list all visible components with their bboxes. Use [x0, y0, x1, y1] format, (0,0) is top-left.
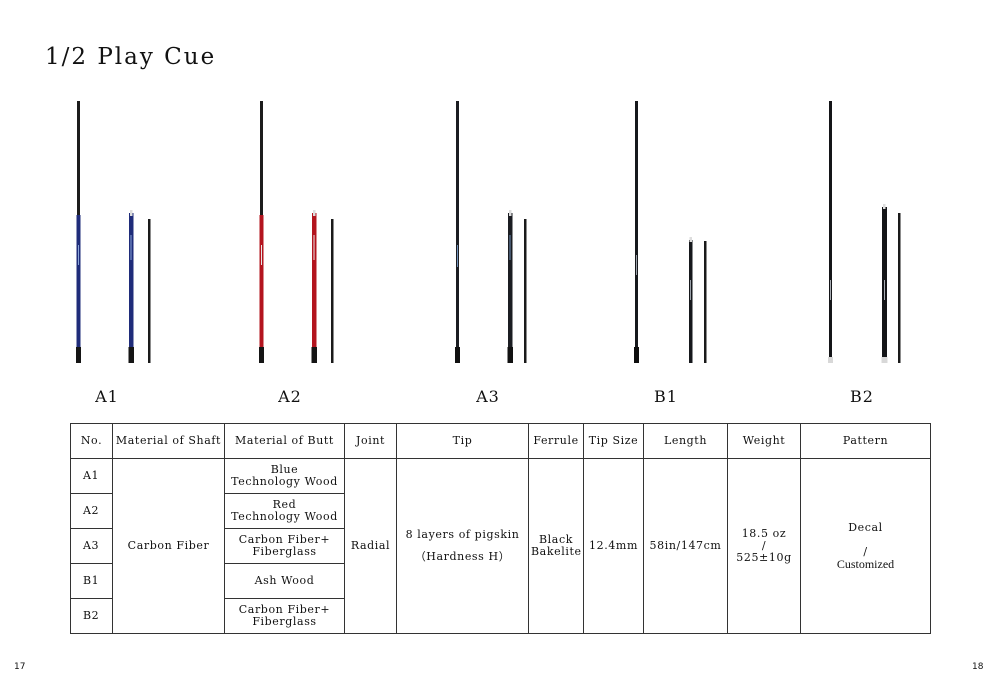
- cue-shaft-a2: [331, 219, 334, 363]
- cue-image-a2: [259, 101, 334, 363]
- cue-full-b1: [635, 101, 638, 363]
- cue-label-a3: A3: [476, 387, 500, 406]
- ferrule-cell: Black Bakelite: [528, 458, 584, 634]
- cue-butt-b1: [689, 240, 693, 363]
- butt-line1: Ash Wood: [254, 574, 315, 587]
- table-row: A1 Carbon Fiber Blue Technology Wood Rad…: [70, 458, 931, 634]
- table-row: B2 Carbon Fiber+ Fiberglass: [70, 598, 931, 634]
- weight-line3: 525±10g: [736, 551, 792, 564]
- tip-line2: （Hardness H）: [414, 550, 511, 563]
- row-no: A3: [70, 528, 113, 564]
- butt-line1: Carbon Fiber+: [238, 533, 331, 546]
- butt-cell: Red Technology Wood: [224, 493, 345, 529]
- page-number-right: 18: [972, 662, 984, 672]
- butt-cell: Carbon Fiber+ Fiberglass: [224, 598, 345, 634]
- cue-label-b2: B2: [850, 387, 874, 406]
- butt-cell: Ash Wood: [224, 563, 345, 599]
- joint-cell: Radial: [344, 458, 397, 634]
- cue-images: [0, 95, 1000, 375]
- pattern-line3: Customized: [836, 556, 895, 571]
- pattern-line1: Decal: [848, 520, 883, 534]
- cue-image-b1: [634, 101, 707, 363]
- butt-cell: Blue Technology Wood: [224, 458, 345, 494]
- butt-line2: Fiberglass: [252, 615, 317, 628]
- cue-butt-a1: [129, 213, 134, 363]
- specification-table: No. Material of Shaft Material of Butt J…: [70, 423, 931, 634]
- cue-label-a2: A2: [278, 387, 302, 406]
- pattern-line2: /: [863, 544, 868, 558]
- butt-line1: Blue: [270, 463, 299, 476]
- page-title: 1/2 Play Cue: [45, 44, 217, 70]
- tip-line1: 8 layers of pigskin: [405, 528, 520, 541]
- ferrule-line2: Bakelite: [531, 545, 582, 558]
- row-no: B2: [70, 598, 113, 634]
- header-length: Length: [643, 423, 728, 459]
- cue-image-a1: [76, 101, 151, 363]
- cue-full-a3: [456, 101, 459, 363]
- header-no: No.: [70, 423, 113, 459]
- weight-line2: /: [761, 539, 767, 552]
- header-ferrule: Ferrule: [528, 423, 584, 459]
- weight-line1: 18.5 oz: [741, 527, 787, 540]
- butt-cell: Carbon Fiber+ Fiberglass: [224, 528, 345, 564]
- shaft-cell: Carbon Fiber: [112, 458, 225, 634]
- butt-line2: Technology Wood: [231, 475, 338, 488]
- row-no: A1: [70, 458, 113, 494]
- tip-cell: 8 layers of pigskin （Hardness H）: [396, 458, 529, 634]
- cue-label-b1: B1: [654, 387, 678, 406]
- table-row: B1 Ash Wood: [70, 563, 931, 599]
- table-header-row: No. Material of Shaft Material of Butt J…: [70, 423, 931, 459]
- cue-shaft-a1: [148, 219, 151, 363]
- header-butt: Material of Butt: [224, 423, 345, 459]
- butt-line1: Red: [272, 498, 297, 511]
- cue-image-a3: [455, 101, 527, 363]
- cue-butt-a2: [312, 213, 317, 363]
- cue-label-a1: A1: [95, 387, 119, 406]
- cue-image-b2: [828, 101, 901, 363]
- cue-full-b2: [829, 101, 832, 363]
- weight-cell: 18.5 oz / 525±10g: [727, 458, 801, 634]
- header-tip-size: Tip Size: [583, 423, 644, 459]
- page-number-left: 17: [14, 662, 26, 672]
- cue-shaft-b1: [704, 241, 707, 363]
- header-shaft: Material of Shaft: [112, 423, 225, 459]
- header-weight: Weight: [727, 423, 801, 459]
- header-pattern: Pattern: [800, 423, 931, 459]
- header-tip: Tip: [396, 423, 529, 459]
- row-no: B1: [70, 563, 113, 599]
- pattern-cell: Decal / Customized: [800, 458, 931, 634]
- table-row: A3 Carbon Fiber+ Fiberglass: [70, 528, 931, 564]
- row-no: A2: [70, 493, 113, 529]
- cue-shaft-a3: [524, 219, 527, 363]
- header-joint: Joint: [344, 423, 397, 459]
- ferrule-line1: Black: [539, 533, 573, 546]
- butt-line2: Technology Wood: [231, 510, 338, 523]
- length-cell: 58in/147cm: [643, 458, 728, 634]
- cue-butt-a3: [508, 213, 513, 363]
- butt-line2: Fiberglass: [252, 545, 317, 558]
- butt-line1: Carbon Fiber+: [238, 603, 331, 616]
- tip-size-cell: 12.4mm: [583, 458, 644, 634]
- cue-shaft-b2: [898, 213, 901, 363]
